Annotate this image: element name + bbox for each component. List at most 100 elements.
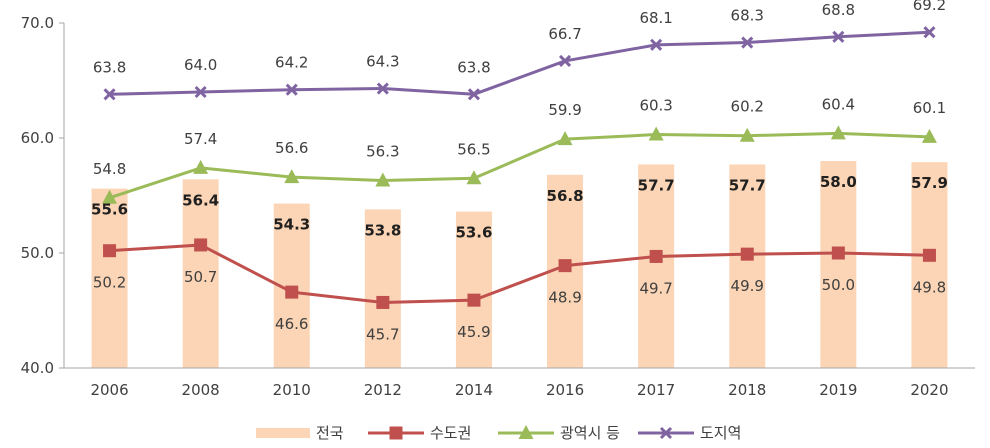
x-tick-label: 2008 [182, 381, 220, 399]
bar-jeonguk [638, 164, 675, 368]
data-label-sudogwon: 48.9 [548, 289, 581, 307]
data-label-gwangyeoksi: 60.2 [731, 98, 764, 116]
legend-label-sudogwon: 수도권 [430, 424, 471, 442]
legend-marker-sudogwon [389, 426, 403, 440]
x-tick-label: 2014 [455, 381, 493, 399]
legend-label-gwangyeoksi: 광역시 등 [560, 424, 620, 442]
point-sudogwon [740, 247, 754, 261]
data-label-jeonguk: 56.4 [182, 191, 219, 209]
point-sudogwon [922, 248, 936, 262]
bar-jeonguk [364, 209, 401, 368]
data-label-gwangyeoksi: 56.6 [275, 139, 308, 157]
point-sudogwon [194, 238, 208, 252]
data-label-sudogwon: 49.7 [639, 279, 672, 297]
data-label-sudogwon: 50.0 [822, 276, 855, 294]
point-gwangyeoksi [102, 189, 118, 204]
data-label-gwangyeoksi: 60.3 [639, 97, 672, 115]
data-label-dojiyeok: 64.2 [275, 54, 308, 72]
x-tick-label: 2020 [910, 381, 948, 399]
point-dojiyeok [103, 88, 116, 101]
data-label-jeonguk: 54.3 [273, 216, 310, 234]
bar-jeonguk [729, 164, 766, 368]
point-gwangyeoksi [557, 131, 573, 146]
data-label-gwangyeoksi: 59.9 [548, 101, 581, 119]
point-gwangyeoksi [284, 169, 300, 184]
bar-jeonguk [820, 161, 857, 368]
legend-marker-dojiyeok [659, 426, 673, 440]
point-sudogwon [649, 249, 663, 263]
data-label-jeonguk: 53.8 [364, 221, 401, 239]
series-line-gwangyeoksi [109, 131, 930, 200]
data-label-jeonguk: 55.6 [91, 201, 128, 219]
point-dojiyeok [650, 38, 663, 51]
data-label-dojiyeok: 68.8 [822, 1, 855, 19]
data-label-sudogwon: 50.7 [184, 268, 217, 286]
series-line-sudogwon [109, 243, 930, 304]
data-label-sudogwon: 45.9 [457, 323, 490, 341]
point-dojiyeok [194, 85, 207, 99]
x-tick-label: 2012 [364, 381, 402, 399]
x-tick-label: 2019 [819, 381, 857, 399]
data-label-sudogwon: 46.6 [275, 315, 308, 333]
data-label-gwangyeoksi: 60.1 [913, 99, 946, 117]
point-sudogwon [285, 285, 299, 299]
data-label-dojiyeok: 63.8 [93, 58, 126, 76]
bar-jeonguk [182, 179, 219, 368]
point-gwangyeoksi [193, 159, 209, 174]
legend-label-dojiyeok: 도지역 [700, 424, 741, 442]
data-label-dojiyeok: 64.0 [184, 56, 217, 74]
data-label-jeonguk: 57.7 [638, 176, 675, 194]
data-label-dojiyeok: 64.3 [366, 53, 399, 71]
data-label-gwangyeoksi: 56.3 [366, 143, 399, 161]
y-tick-label: 60.0 [21, 129, 54, 147]
data-label-jeonguk: 57.9 [911, 174, 948, 192]
data-label-gwangyeoksi: 56.5 [457, 140, 490, 158]
point-dojiyeok [832, 30, 845, 43]
point-dojiyeok [923, 26, 936, 39]
x-tick-label: 2018 [728, 381, 766, 399]
bar-jeonguk [911, 162, 948, 368]
data-label-dojiyeok: 63.8 [457, 58, 490, 76]
point-sudogwon [558, 259, 572, 273]
x-tick-label: 2006 [90, 381, 128, 399]
y-tick-label: 70.0 [21, 14, 54, 32]
data-label-gwangyeoksi: 57.4 [184, 130, 217, 148]
data-label-dojiyeok: 68.3 [731, 7, 764, 25]
data-label-dojiyeok: 66.7 [548, 25, 581, 43]
data-label-sudogwon: 49.9 [731, 277, 764, 295]
point-dojiyeok [558, 54, 572, 68]
data-label-sudogwon: 45.7 [366, 325, 399, 343]
data-label-jeonguk: 57.7 [729, 176, 766, 194]
legend-swatch-jeonguk [256, 428, 310, 438]
x-tick-label: 2016 [546, 381, 584, 399]
point-gwangyeoksi [375, 172, 391, 187]
data-label-dojiyeok: 68.1 [639, 9, 672, 27]
x-tick-label: 2010 [273, 381, 311, 399]
x-tick-label: 2017 [637, 381, 675, 399]
point-sudogwon [103, 244, 117, 258]
legend-marker-gwangyeoksi [518, 425, 534, 439]
point-dojiyeok [467, 88, 481, 101]
data-label-sudogwon: 49.8 [913, 278, 946, 296]
point-gwangyeoksi [466, 170, 482, 185]
point-gwangyeoksi [921, 128, 937, 143]
bar-jeonguk [91, 188, 128, 368]
y-tick-label: 40.0 [21, 359, 54, 377]
point-sudogwon [831, 246, 845, 260]
bar-jeonguk [455, 211, 492, 368]
point-dojiyeok [285, 83, 298, 96]
data-label-gwangyeoksi: 54.8 [93, 160, 126, 178]
point-gwangyeoksi [648, 126, 664, 141]
point-dojiyeok [376, 82, 389, 95]
point-dojiyeok [741, 36, 754, 49]
data-label-jeonguk: 58.0 [820, 173, 857, 191]
point-sudogwon [376, 295, 390, 309]
data-label-jeonguk: 53.6 [455, 224, 492, 242]
point-sudogwon [467, 293, 481, 307]
series-line-dojiyeok [109, 30, 930, 96]
y-tick-label: 50.0 [21, 244, 54, 262]
data-label-sudogwon: 50.2 [93, 274, 126, 292]
legend-label-jeonguk: 전국 [316, 424, 344, 442]
point-gwangyeoksi [739, 127, 755, 142]
